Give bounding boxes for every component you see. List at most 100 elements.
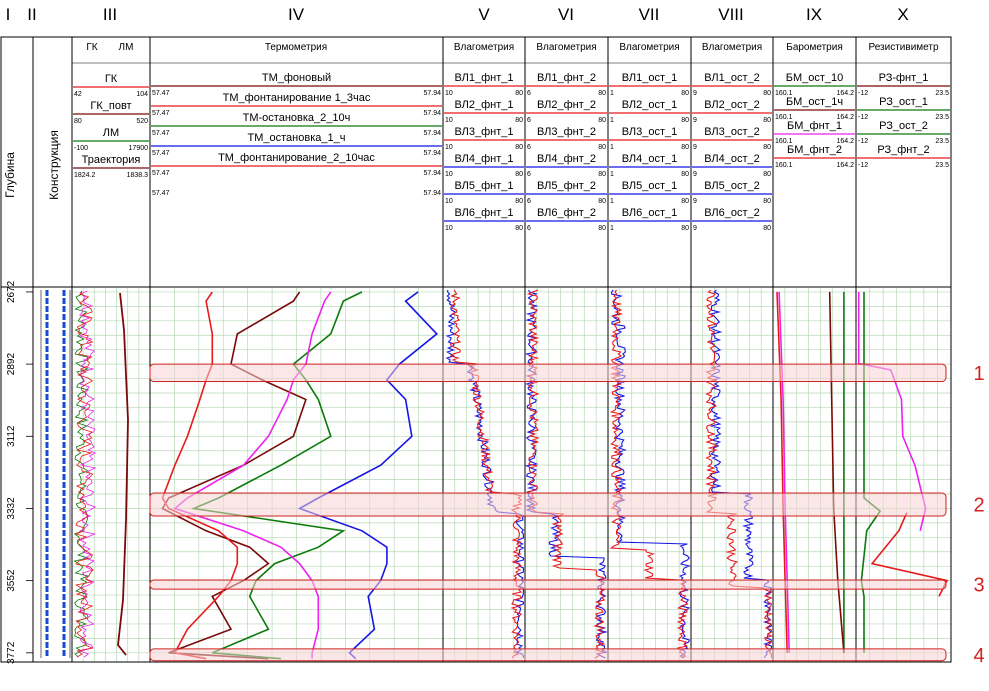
track-viii-legend-name: ВЛ2_ост_2 <box>704 99 760 111</box>
track-vii-legend-name: ВЛ2_ост_1 <box>622 99 678 111</box>
track-x-scale-min: -12 <box>858 114 868 121</box>
track-v-red-curve <box>449 289 523 659</box>
track-iv-scale-min: 57.47 <box>152 150 170 157</box>
track-vi-scale-min: 6 <box>527 171 531 178</box>
track-v-legend-name: ВЛ2_фнт_1 <box>454 99 513 111</box>
track-iii-title-gk: ГК <box>86 42 97 53</box>
track-x-scale-min: -12 <box>858 138 868 145</box>
grid-lines <box>72 288 951 662</box>
track-viii-legend-name: ВЛ1_ост_2 <box>704 72 760 84</box>
track-iv-legend-name: ТМ_фонтанирование 1_3час <box>223 92 371 104</box>
track-x-legend-name: РЗ_ост_1 <box>879 96 928 108</box>
trajectory-curve <box>117 292 129 656</box>
track-x-scale-max: 23.5 <box>935 138 949 145</box>
track-viii-scale-min: 9 <box>693 144 697 151</box>
track-iv-scale-max: 57.94 <box>423 130 441 137</box>
track-ix-scale-min: 160.1 <box>775 114 793 121</box>
track-iv-title: Термометрия <box>265 42 327 53</box>
track-number-IX: IX <box>806 5 822 24</box>
track-vi-scale-min: 6 <box>527 198 531 205</box>
track-col9-title: Барометрия <box>786 42 843 53</box>
track-v-legend-name: ВЛ6_фнт_1 <box>454 207 513 219</box>
frame <box>0 36 952 663</box>
track-col8-title: Влагометрия <box>702 42 762 53</box>
track-iv-scale-max: 57.94 <box>423 150 441 157</box>
series-БМ_фнт_1 <box>778 291 790 653</box>
track-v-scale-min: 10 <box>445 198 453 205</box>
track-number-VIII: VIII <box>718 5 744 24</box>
track-x-scale-max: 23.5 <box>935 114 949 121</box>
track-col6-title: Влагометрия <box>536 42 596 53</box>
track-vi-scale-min: 6 <box>527 225 531 232</box>
track-vii-scale-min: 1 <box>610 117 614 124</box>
track-viii-legend-name: ВЛ4_ост_2 <box>704 153 760 165</box>
track-iv-legend-name: ТМ_фоновый <box>262 72 331 84</box>
track-ix-legend-name: БМ_фнт_1 <box>787 120 842 132</box>
track-vii-legend-name: ВЛ5_ост_1 <box>622 180 678 192</box>
track-ix-scale-max: 164.2 <box>836 162 854 169</box>
track-iii-scale-max: 104 <box>136 91 148 98</box>
track-number-III: III <box>103 5 117 24</box>
track-vi-red-curve <box>526 289 606 659</box>
gk-curve <box>74 290 94 658</box>
track-vi-legend-name: ВЛ6_фнт_2 <box>537 207 596 219</box>
track-col5-title: Влагометрия <box>454 42 514 53</box>
track-iv-legend-name: ТМ_остановка_1_ч <box>248 132 346 144</box>
track-iii-legend-name: ЛМ <box>103 127 119 139</box>
track-number-V: V <box>478 5 490 24</box>
track-ix-legend-name: БМ_фнт_2 <box>787 144 842 156</box>
track-vii-scale-max: 80 <box>681 90 689 97</box>
track-v-scale-max: 80 <box>515 90 523 97</box>
track-viii-scale-min: 9 <box>693 198 697 205</box>
track-x-scale-max: 23.5 <box>935 90 949 97</box>
track-viii-scale-min: 9 <box>693 225 697 232</box>
track-vi-scale-max: 80 <box>598 90 606 97</box>
track-x-legend-name: РЗ_ост_2 <box>879 120 928 132</box>
track-vi-blue-curve <box>524 289 608 659</box>
depth-tick-label: 2672 <box>6 280 17 303</box>
track-ix-scale-min: 160.1 <box>775 162 793 169</box>
track-number-IV: IV <box>288 5 305 24</box>
track-col7-title: Влагометрия <box>619 42 679 53</box>
track-number-VI: VI <box>558 5 574 24</box>
track-col10-title: Резистивиметр <box>868 42 938 53</box>
track-viii-scale-max: 80 <box>763 225 771 232</box>
track-vi-legend-name: ВЛ3_фнт_2 <box>537 126 596 138</box>
zone-3 <box>149 579 947 590</box>
track-v-legend-name: ВЛ4_фнт_1 <box>454 153 513 165</box>
track-iii-scale-min: -100 <box>74 145 88 152</box>
series-БМ_фнт_2 <box>776 291 788 653</box>
track-vii-legend-name: ВЛ1_ост_1 <box>622 72 678 84</box>
depth-axis-title: Глубина <box>3 152 17 198</box>
zone-1 <box>149 363 947 382</box>
track-v-scale-min: 10 <box>445 90 453 97</box>
track-number-X: X <box>897 5 908 24</box>
track-vii-scale-min: 1 <box>610 90 614 97</box>
track-iii-scale-max: 17900 <box>129 145 149 152</box>
track-vii-legend-name: ВЛ4_ост_1 <box>622 153 678 165</box>
track-number-II: II <box>27 5 36 24</box>
track-vi-legend-name: ВЛ1_фнт_2 <box>537 72 596 84</box>
zone-4 <box>149 648 947 662</box>
series-ТМ_фонтанирование_2_10час <box>173 291 332 659</box>
track-v-scale-min: 10 <box>445 144 453 151</box>
track-vii-legend-name: ВЛ6_ост_1 <box>622 207 678 219</box>
track-v-legend-name: ВЛ1_фнт_1 <box>454 72 513 84</box>
track-vii-scale-min: 1 <box>610 225 614 232</box>
track-v-legend-name: ВЛ3_фнт_1 <box>454 126 513 138</box>
track-iii-scale-max: 520 <box>136 118 148 125</box>
track-iii-scale-min: 42 <box>74 91 82 98</box>
track-v-blue-curve <box>445 290 525 658</box>
track-v-legend-name: ВЛ5_фнт_1 <box>454 180 513 192</box>
track-vi-scale-max: 80 <box>598 171 606 178</box>
track-vii-scale-max: 80 <box>681 225 689 232</box>
track-iii-scale-min: 1824.2 <box>74 172 96 179</box>
track-v-scale-max: 80 <box>515 171 523 178</box>
track-iv-legend-name: ТМ_фонтанирование_2_10час <box>218 152 375 164</box>
depth-tick-label: 2892 <box>6 353 17 376</box>
track-viii-legend-name: ВЛ6_ост_2 <box>704 207 760 219</box>
track-vii-blue-curve <box>611 289 691 659</box>
track-vi-scale-min: 6 <box>527 117 531 124</box>
